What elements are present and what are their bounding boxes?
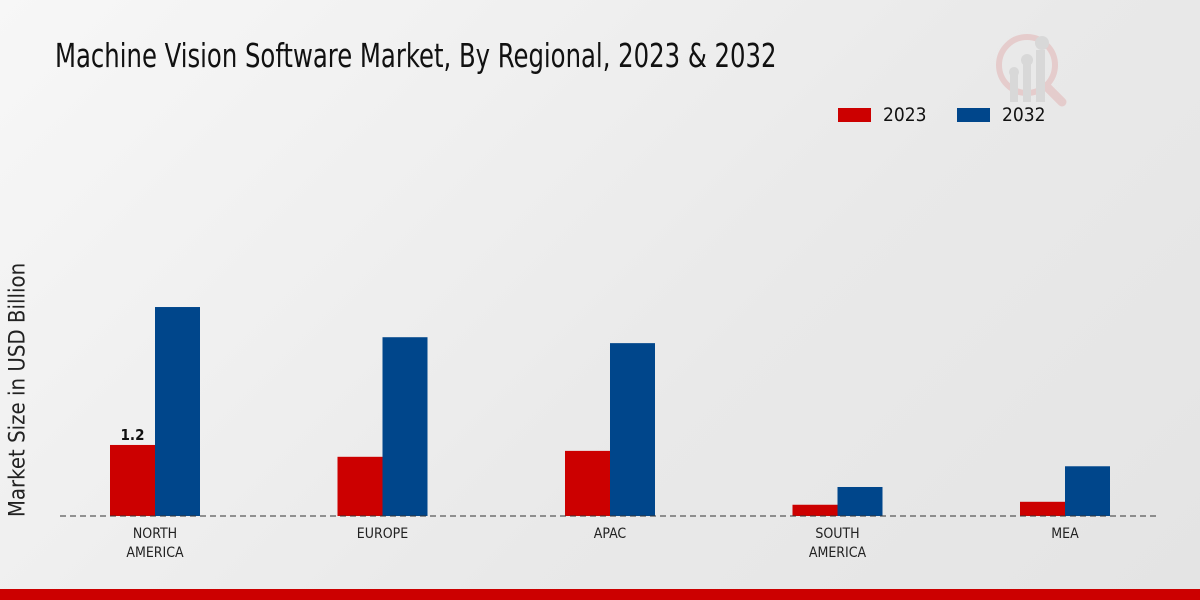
bar-2032-europe: [382, 337, 428, 516]
x-tick-label: EUROPE: [357, 526, 408, 542]
x-tick-label: APAC: [594, 526, 627, 542]
x-tick-label: SOUTH AMERICA: [809, 526, 867, 561]
bar-2032-north-america: [155, 307, 200, 516]
bar-2032-mea: [1065, 466, 1110, 516]
legend-item-2023: 2023: [838, 104, 927, 126]
bar-2023-mea: [1020, 501, 1065, 516]
legend-swatch-2032: [957, 108, 990, 122]
legend-swatch-2023: [838, 108, 871, 122]
legend-label-2023: 2023: [883, 104, 927, 126]
data-label: 1.2: [121, 426, 145, 444]
bar-2023-apac: [565, 450, 610, 516]
x-tick-label: MEA: [1051, 526, 1079, 542]
legend-item-2032: 2032: [957, 104, 1046, 126]
chart-title: Machine Vision Software Market, By Regio…: [55, 36, 777, 75]
logo-watermark: [996, 34, 1067, 107]
x-tick-label: NORTH AMERICA: [126, 526, 184, 561]
bar-2032-apac: [610, 343, 655, 516]
bar-2032-south-america: [837, 486, 883, 516]
footer-bar: [0, 589, 1200, 600]
legend-label-2032: 2032: [1002, 104, 1046, 126]
bar-2023-north-america: [110, 444, 155, 516]
bar-2023-europe: [337, 456, 383, 516]
bar-2023-south-america: [792, 504, 838, 516]
